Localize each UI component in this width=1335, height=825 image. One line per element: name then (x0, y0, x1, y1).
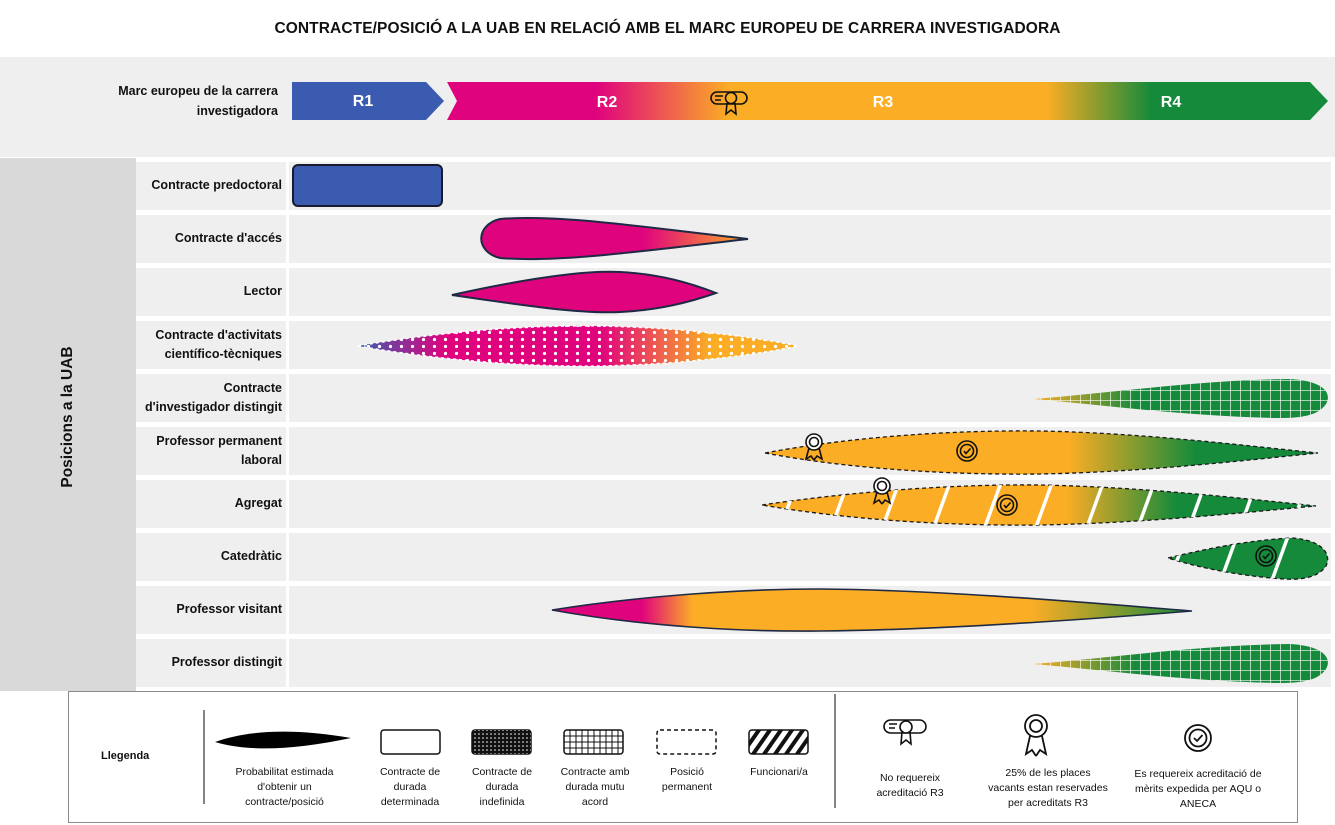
legend-mutu-acord-symbol (563, 729, 624, 755)
row-cell (289, 162, 1331, 210)
row-cell (289, 215, 1331, 263)
row-label-professor-visitant: Professor visitant (136, 586, 286, 634)
stage-r2-r4-arrow (447, 82, 1328, 120)
legend-permanent-symbol (656, 729, 717, 755)
row-label-agregat: Agregat (136, 480, 286, 528)
shape-investigador-distingit (1034, 379, 1328, 418)
shape-agregat (761, 484, 1317, 526)
legend-title: Llegenda (101, 750, 150, 762)
legend-item-determinada: Contracte de durada determinada (379, 766, 441, 808)
legend-item-indefinida: Contracte de durada indefinida (471, 766, 533, 808)
award-ribbon-icon (1024, 714, 1048, 757)
legend-badge-25-percent: 25% de les places vacants estan reservad… (988, 767, 1108, 809)
legend-badge-no-acreditacio: No requereix acreditació R3 (876, 772, 944, 799)
legend-item-probabilitat: Probabilitat estimada d'obtenir un contr… (235, 766, 334, 808)
legend-item-permanent: Posició permanent (661, 766, 713, 793)
side-strip (0, 158, 136, 691)
shape-contracte-acces (480, 216, 749, 261)
award-ribbon-icon (872, 477, 892, 505)
shape-predoctoral (292, 164, 443, 207)
row-label-professor-permanent: Professor permanent laboral (136, 427, 286, 475)
certificate-icon (710, 91, 748, 116)
legend-item-mutu-acord: Contracte amb durada mutu acord (560, 766, 630, 808)
row-label-lector: Lector (136, 268, 286, 316)
legend-leaf-symbol (215, 731, 351, 749)
row-label-professor-distingit: Professor distingit (136, 639, 286, 687)
certificate-icon (883, 719, 927, 746)
legend: Llegenda (68, 691, 1298, 823)
row-label-acces: Contracte d'accés (136, 215, 286, 263)
stage-label-r1: R1 (353, 93, 374, 110)
framework-label: Marc europeu de la carrera investigadora (118, 84, 278, 118)
legend-funcionari-symbol (748, 729, 809, 755)
legend-determinada-symbol (380, 729, 441, 755)
shape-activitats (357, 325, 799, 367)
page-title: CONTRACTE/POSICIÓ A LA UAB EN RELACIÓ AM… (0, 0, 1335, 57)
legend-symbols (203, 694, 1212, 808)
legend-item-funcionari: Funcionari/a (750, 766, 808, 778)
shape-professor-permanent (764, 430, 1319, 475)
stage-label-r4: R4 (1161, 94, 1182, 111)
check-seal-icon (996, 494, 1018, 516)
shape-professor-distingit (1034, 644, 1328, 683)
stage-label-r3: R3 (873, 94, 894, 111)
legend-badge-acreditacio-merits: Es requereix acreditació de mèrits exped… (1134, 768, 1262, 810)
row-label-activitats: Contracte d'activitats científico-tècniq… (136, 321, 286, 369)
check-seal-icon (956, 440, 978, 462)
stage-label-r2: R2 (597, 94, 618, 111)
row-label-catedratic: Catedràtic (136, 533, 286, 581)
shape-professor-visitant (551, 588, 1193, 632)
shape-lector (451, 270, 719, 314)
award-ribbon-icon (804, 433, 824, 461)
shape-catedratic (1165, 537, 1329, 580)
check-seal-icon (1255, 545, 1277, 567)
row-label-predoctoral: Contracte predoctoral (136, 162, 286, 210)
stage-r1-arrow (292, 82, 444, 120)
check-seal-icon (1184, 724, 1212, 752)
row-label-investigador-distingit: Contracte d'investigador distingit (136, 374, 286, 422)
row-cell (289, 533, 1331, 581)
